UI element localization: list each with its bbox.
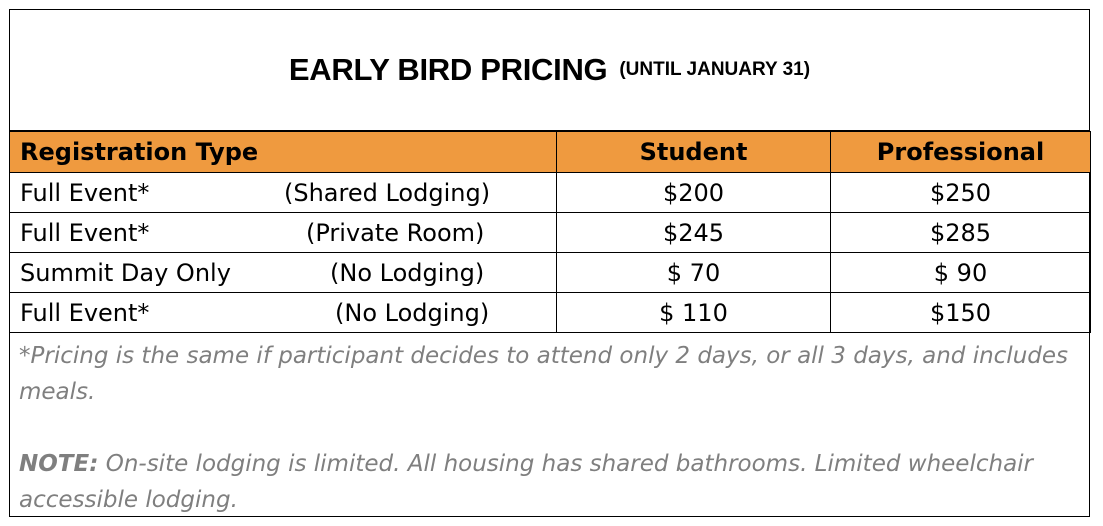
registration-type-name: Full Event* bbox=[20, 178, 150, 207]
professional-price: $ 90 bbox=[830, 252, 1091, 293]
registration-type-cell: Full Event* (Shared Lodging) bbox=[9, 172, 557, 213]
page-subtitle: (UNTIL JANUARY 31) bbox=[619, 58, 811, 80]
pricing-table: Registration Type Student Professional F… bbox=[9, 131, 1091, 333]
registration-type-cell: Summit Day Only (No Lodging) bbox=[9, 252, 557, 293]
page-title: EARLY BIRD PRICING bbox=[288, 51, 608, 87]
student-price: $200 bbox=[556, 172, 831, 213]
registration-type-name: Summit Day Only bbox=[20, 258, 231, 287]
student-price: $ 110 bbox=[556, 292, 831, 333]
notes-section: *Pricing is the same if participant deci… bbox=[9, 334, 1090, 518]
header-student: Student bbox=[556, 131, 831, 173]
registration-type-cell: Full Event* (Private Room) bbox=[9, 212, 557, 253]
table-header-row: Registration Type Student Professional bbox=[9, 131, 1091, 173]
table-row: Full Event* (Shared Lodging) $200 $250 bbox=[9, 172, 1091, 213]
pricing-footnote: *Pricing is the same if participant deci… bbox=[19, 343, 1069, 405]
student-price: $245 bbox=[556, 212, 831, 253]
professional-price: $250 bbox=[830, 172, 1091, 213]
table-row: Full Event* (Private Room) $245 $285 bbox=[9, 212, 1091, 253]
notes-spacer bbox=[19, 410, 1080, 446]
lodging-note: NOTE: On-site lodging is limited. All ho… bbox=[19, 446, 1080, 518]
registration-type-name: Full Event* bbox=[20, 218, 150, 247]
lodging-option: (No Lodging) bbox=[330, 258, 485, 287]
title-banner: EARLY BIRD PRICING (UNTIL JANUARY 31) bbox=[9, 9, 1090, 131]
note-text: On-site lodging is limited. All housing … bbox=[19, 451, 1034, 513]
note-label: NOTE: bbox=[19, 451, 99, 477]
registration-type-name: Full Event* bbox=[20, 298, 150, 327]
table-row: Full Event* (No Lodging) $ 110 $150 bbox=[9, 292, 1091, 333]
professional-price: $150 bbox=[830, 292, 1091, 333]
professional-price: $285 bbox=[830, 212, 1091, 253]
table-row: Summit Day Only (No Lodging) $ 70 $ 90 bbox=[9, 252, 1091, 293]
registration-type-cell: Full Event* (No Lodging) bbox=[9, 292, 557, 333]
header-registration-type: Registration Type bbox=[9, 131, 557, 173]
lodging-option: (Private Room) bbox=[306, 218, 485, 247]
lodging-option: (Shared Lodging) bbox=[284, 178, 491, 207]
student-price: $ 70 bbox=[556, 252, 831, 293]
header-professional: Professional bbox=[830, 131, 1091, 173]
lodging-option: (No Lodging) bbox=[335, 298, 490, 327]
